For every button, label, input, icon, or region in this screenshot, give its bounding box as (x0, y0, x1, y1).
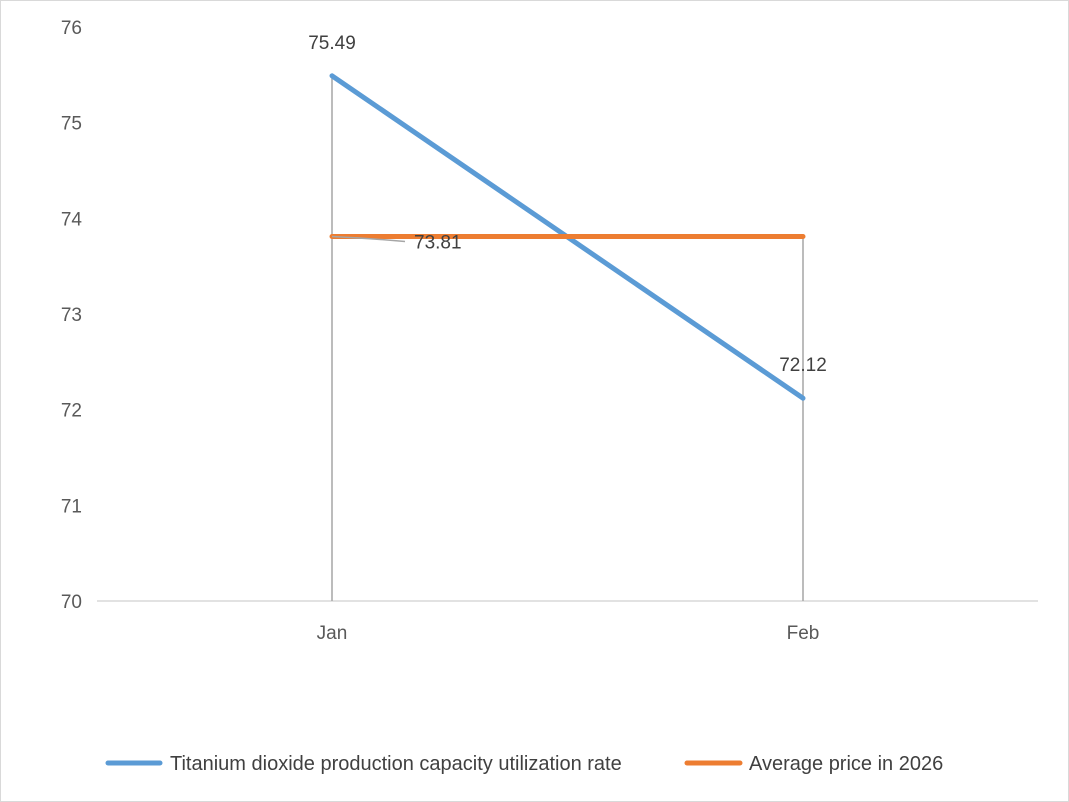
x-tick-label-0: Jan (317, 623, 348, 644)
leader-line-s1-0 (331, 235, 406, 243)
y-tick-label-2: 72 (61, 401, 82, 422)
series-lines (329, 73, 806, 401)
data-labels: 75.49 72.12 73.81 (308, 33, 827, 376)
y-tick-label-4: 74 (61, 209, 83, 230)
y-tick-label-6: 76 (61, 18, 82, 39)
data-label-s0-1: 72.12 (779, 355, 827, 376)
y-tick-label-0: 70 (61, 592, 82, 613)
legend-label-1: Average price in 2026 (749, 753, 943, 775)
x-axis-ticks: Jan Feb (317, 623, 820, 644)
data-label-s0-0: 75.49 (308, 33, 356, 54)
y-axis-ticks: 70 71 72 73 74 75 76 (61, 18, 83, 613)
y-tick-label-3: 73 (61, 305, 82, 326)
y-tick-label-5: 75 (61, 114, 82, 135)
data-label-s1-0: 73.81 (414, 233, 462, 254)
drop-lines (331, 75, 804, 601)
legend: Titanium dioxide production capacity uti… (105, 753, 943, 775)
x-tick-label-1: Feb (787, 623, 820, 644)
legend-label-0: Titanium dioxide production capacity uti… (170, 753, 622, 775)
y-tick-label-1: 71 (61, 496, 82, 517)
